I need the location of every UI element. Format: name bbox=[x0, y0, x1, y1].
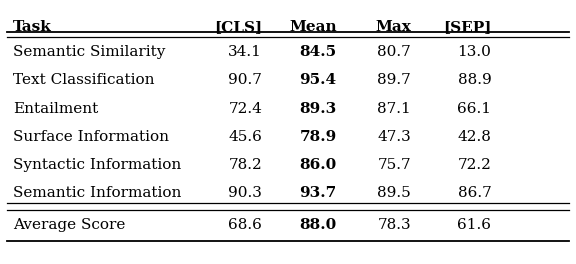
Text: Semantic Similarity: Semantic Similarity bbox=[13, 45, 165, 59]
Text: Entailment: Entailment bbox=[13, 102, 98, 116]
Text: 78.3: 78.3 bbox=[378, 218, 411, 232]
Text: 34.1: 34.1 bbox=[228, 45, 262, 59]
Text: Max: Max bbox=[376, 20, 411, 34]
Text: 84.5: 84.5 bbox=[300, 45, 337, 59]
Text: 42.8: 42.8 bbox=[457, 130, 491, 144]
Text: 88.0: 88.0 bbox=[300, 218, 337, 232]
Text: 88.9: 88.9 bbox=[458, 73, 491, 87]
Text: 89.7: 89.7 bbox=[377, 73, 411, 87]
Text: Text Classification: Text Classification bbox=[13, 73, 154, 87]
Text: 86.0: 86.0 bbox=[300, 158, 337, 172]
Text: 78.9: 78.9 bbox=[300, 130, 337, 144]
Text: 89.3: 89.3 bbox=[300, 102, 337, 116]
Text: 87.1: 87.1 bbox=[377, 102, 411, 116]
Text: 78.2: 78.2 bbox=[229, 158, 262, 172]
Text: 68.6: 68.6 bbox=[228, 218, 262, 232]
Text: 95.4: 95.4 bbox=[300, 73, 337, 87]
Text: Average Score: Average Score bbox=[13, 218, 125, 232]
Text: 90.3: 90.3 bbox=[228, 186, 262, 200]
Text: 45.6: 45.6 bbox=[228, 130, 262, 144]
Text: [CLS]: [CLS] bbox=[214, 20, 262, 34]
Text: Surface Information: Surface Information bbox=[13, 130, 169, 144]
Text: 72.2: 72.2 bbox=[457, 158, 491, 172]
Text: 86.7: 86.7 bbox=[458, 186, 491, 200]
Text: 89.5: 89.5 bbox=[377, 186, 411, 200]
Text: 72.4: 72.4 bbox=[228, 102, 262, 116]
Text: 90.7: 90.7 bbox=[228, 73, 262, 87]
Text: 47.3: 47.3 bbox=[377, 130, 411, 144]
Text: 13.0: 13.0 bbox=[457, 45, 491, 59]
Text: 93.7: 93.7 bbox=[300, 186, 337, 200]
Text: Syntactic Information: Syntactic Information bbox=[13, 158, 181, 172]
Text: 61.6: 61.6 bbox=[457, 218, 491, 232]
Text: [SEP]: [SEP] bbox=[443, 20, 491, 34]
Text: 80.7: 80.7 bbox=[377, 45, 411, 59]
Text: Semantic Information: Semantic Information bbox=[13, 186, 181, 200]
Text: 75.7: 75.7 bbox=[378, 158, 411, 172]
Text: Mean: Mean bbox=[289, 20, 337, 34]
Text: 66.1: 66.1 bbox=[457, 102, 491, 116]
Text: Task: Task bbox=[13, 20, 52, 34]
